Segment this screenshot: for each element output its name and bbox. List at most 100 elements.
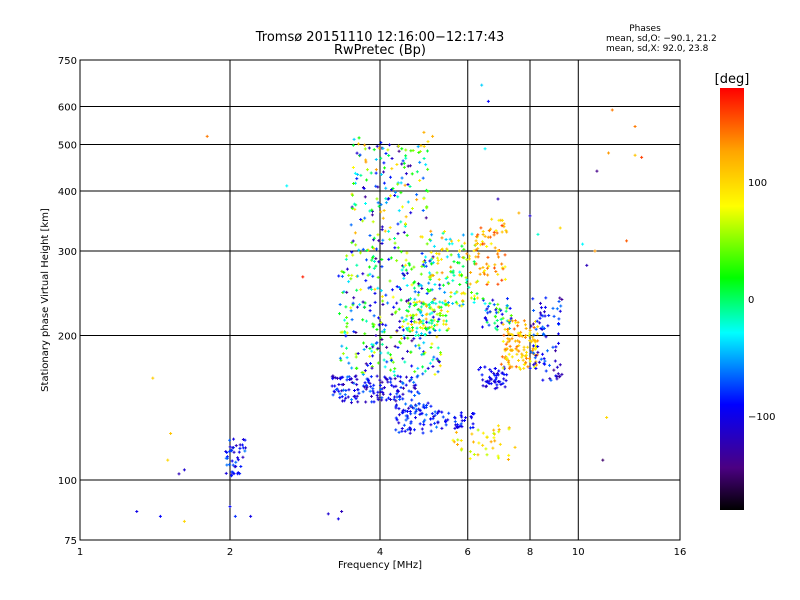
data-point [469, 290, 473, 294]
data-point [343, 393, 347, 397]
data-point [409, 297, 413, 301]
data-point [459, 438, 463, 442]
data-point [361, 390, 365, 394]
data-point [507, 337, 511, 341]
data-point [486, 280, 490, 284]
data-point [507, 453, 511, 457]
data-point [373, 300, 377, 304]
data-point [374, 171, 378, 175]
data-point [435, 271, 439, 275]
data-point [430, 325, 434, 329]
data-point [364, 345, 368, 349]
data-point [368, 347, 372, 351]
data-point [515, 348, 519, 352]
data-point [343, 331, 347, 335]
data-point [419, 235, 423, 239]
data-point [376, 346, 380, 350]
data-point [535, 319, 539, 323]
data-point [516, 324, 520, 328]
data-point [352, 296, 356, 300]
data-point [460, 292, 464, 296]
data-point [412, 380, 416, 384]
data-point [499, 382, 503, 386]
data-point [493, 387, 497, 391]
data-point [365, 248, 369, 252]
data-point [460, 415, 464, 419]
data-point [430, 257, 434, 261]
data-point [370, 342, 374, 346]
data-point [375, 393, 379, 397]
data-point [526, 345, 530, 349]
data-point [404, 375, 408, 379]
data-point [539, 357, 543, 361]
data-point [230, 459, 234, 463]
data-point [439, 351, 443, 355]
data-point [433, 410, 437, 414]
data-point [408, 263, 412, 267]
data-points [135, 83, 644, 523]
data-point [476, 428, 480, 432]
data-point [451, 269, 455, 273]
data-point [231, 463, 235, 467]
data-point [443, 229, 447, 233]
data-point [506, 457, 510, 461]
data-point [531, 297, 535, 301]
data-point [350, 318, 354, 322]
data-point [405, 233, 409, 237]
data-point [498, 442, 502, 446]
data-point [486, 99, 490, 103]
data-point [362, 341, 366, 345]
data-point [486, 273, 490, 277]
data-point [487, 264, 491, 268]
data-point [404, 409, 408, 413]
data-point [383, 166, 387, 170]
data-point [409, 420, 413, 424]
data-point [384, 186, 388, 190]
data-point [413, 280, 417, 284]
data-point [452, 440, 456, 444]
data-point [488, 368, 492, 372]
data-point [405, 326, 409, 330]
data-point [351, 239, 355, 243]
data-point [396, 182, 400, 186]
data-point [484, 447, 488, 451]
data-point [376, 396, 380, 400]
data-point [398, 325, 402, 329]
data-point [449, 270, 453, 274]
data-point [349, 277, 353, 281]
data-point [400, 316, 404, 320]
data-point [434, 302, 438, 306]
data-point [507, 352, 511, 356]
data-point [424, 317, 428, 321]
data-point [400, 162, 404, 166]
data-point [521, 358, 525, 362]
data-point [353, 171, 357, 175]
data-point [408, 313, 412, 317]
data-point [492, 303, 496, 307]
data-point [369, 375, 373, 379]
data-point [371, 389, 375, 393]
data-point [228, 505, 232, 509]
data-point [372, 350, 376, 354]
data-point [357, 142, 361, 146]
data-point [447, 304, 451, 308]
data-point [345, 356, 349, 360]
data-point [418, 160, 422, 164]
data-point [507, 427, 511, 431]
data-point [476, 233, 480, 237]
data-point [404, 172, 408, 176]
data-point [344, 396, 348, 400]
data-point [399, 386, 403, 390]
data-point [371, 354, 375, 358]
data-point [436, 261, 440, 265]
data-point [380, 387, 384, 391]
data-point [405, 299, 409, 303]
data-point [401, 325, 405, 329]
data-point [355, 177, 359, 181]
data-point [378, 383, 382, 387]
data-point [418, 149, 422, 153]
data-point [182, 519, 186, 523]
data-point [421, 326, 425, 330]
data-point [357, 391, 361, 395]
data-point [488, 301, 492, 305]
